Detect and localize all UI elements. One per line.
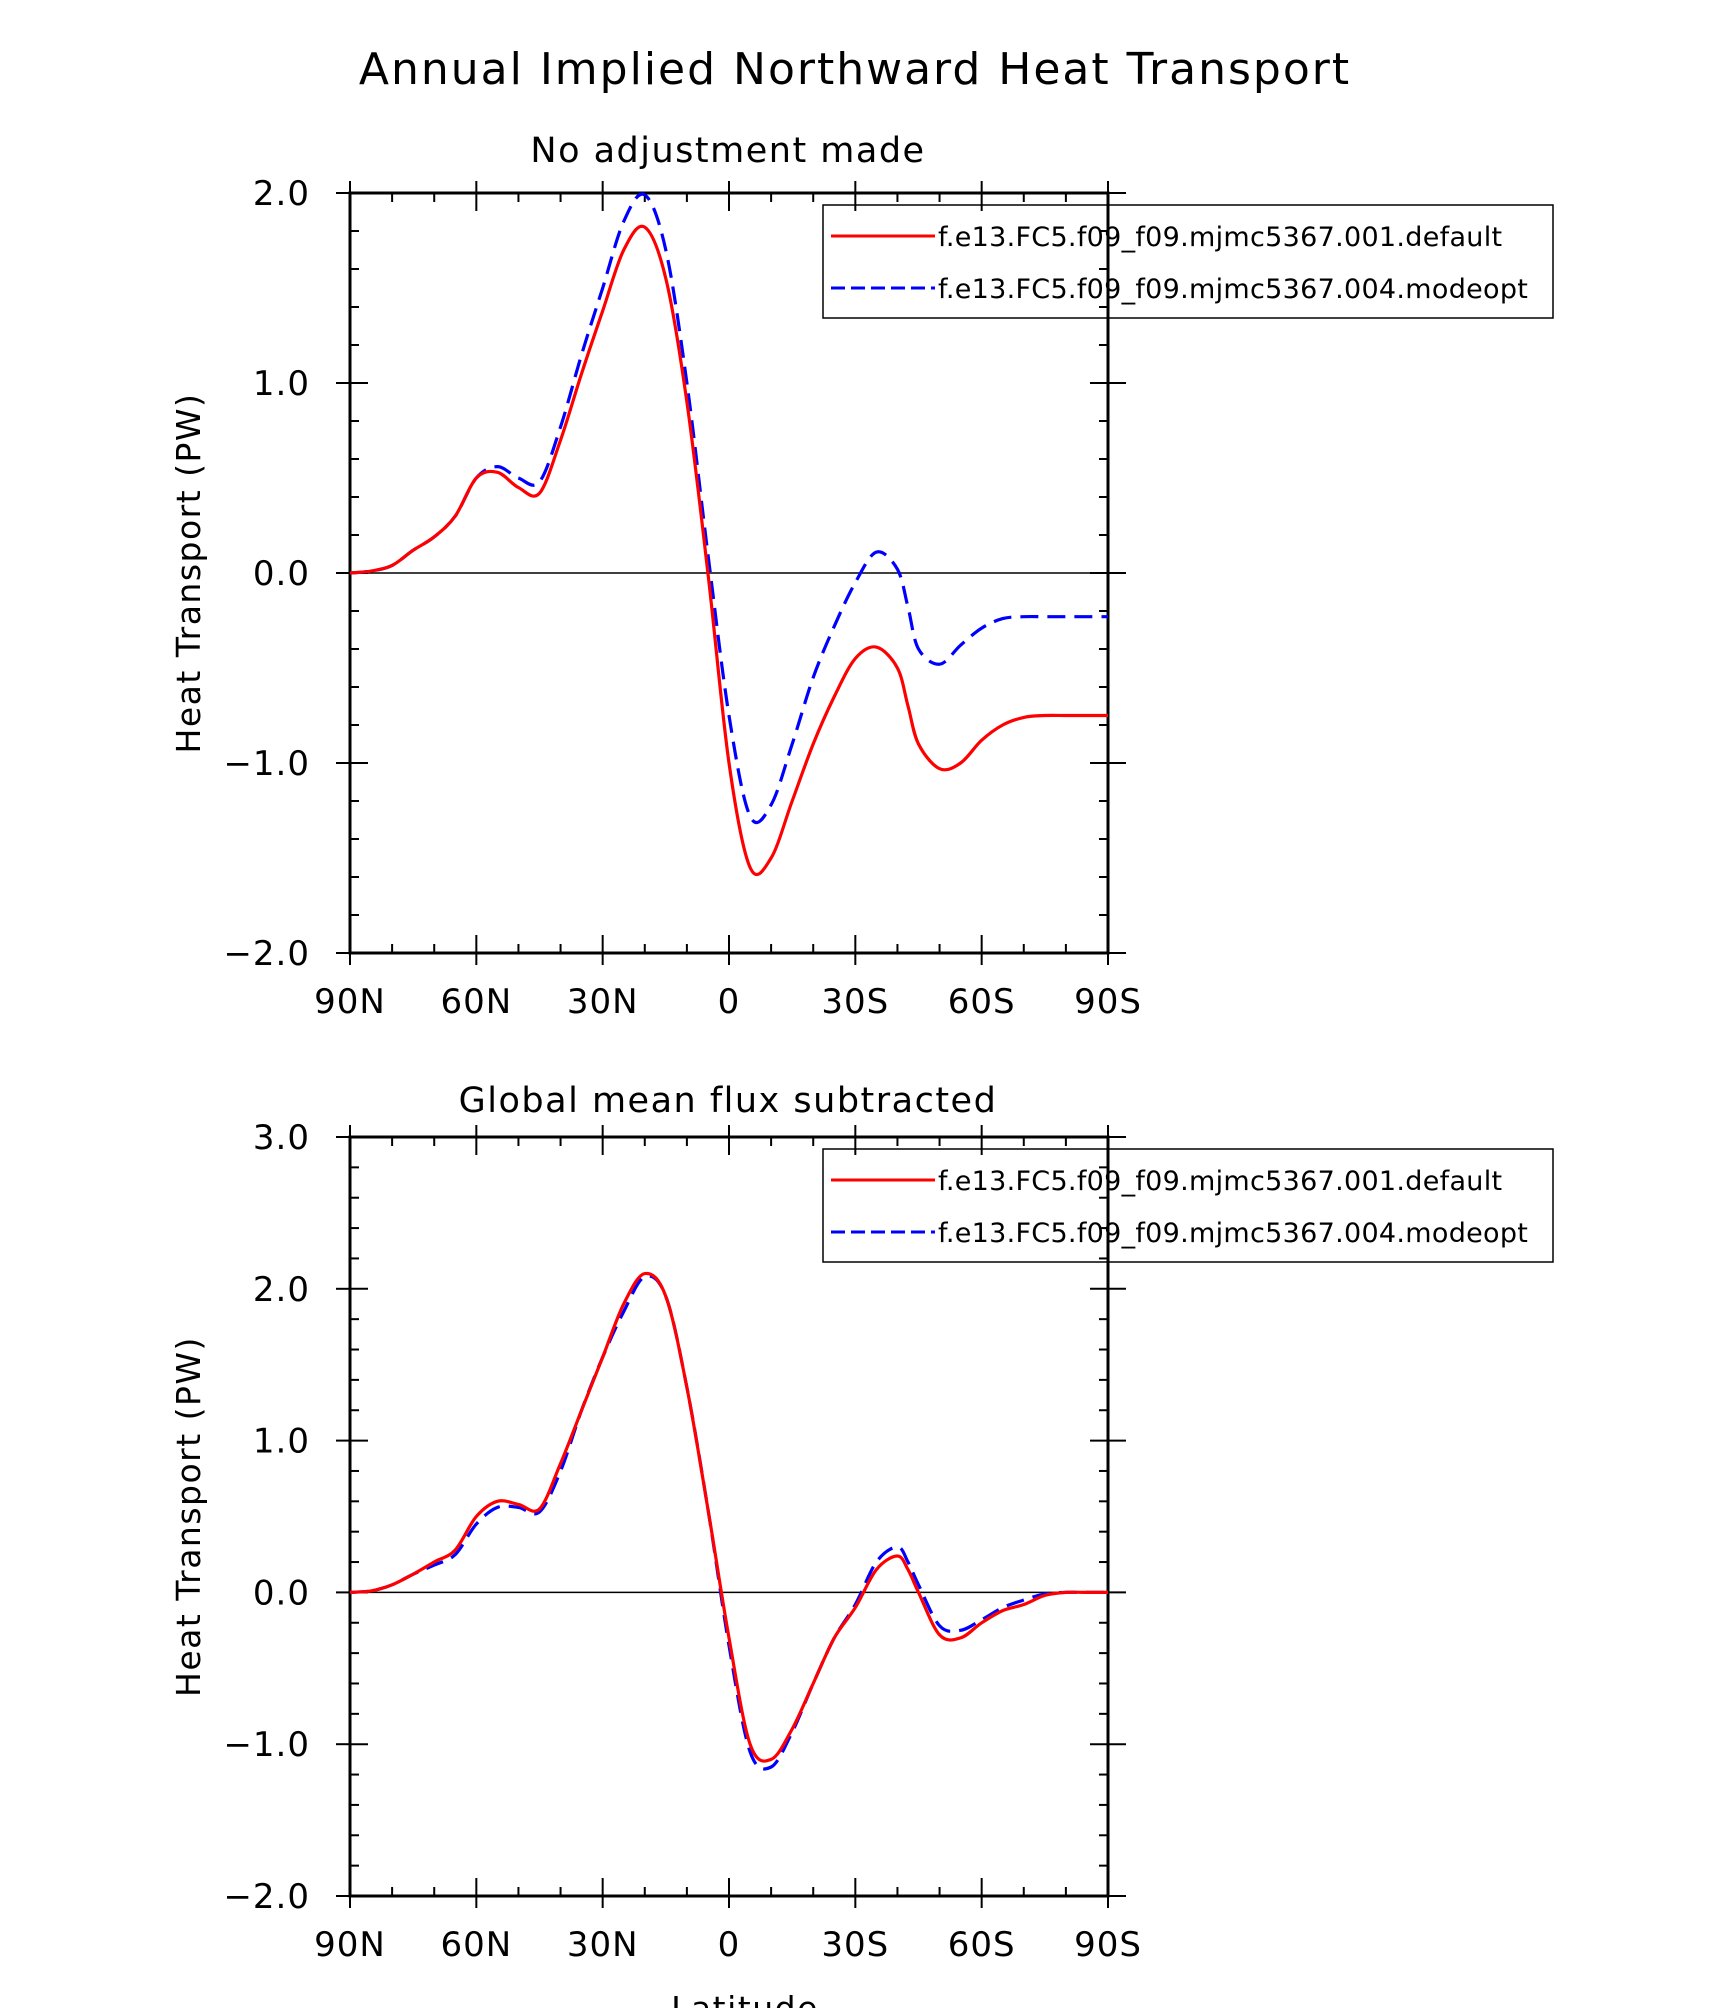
y-tick-label: 3.0 xyxy=(253,1118,310,1158)
y-tick-label: −1.0 xyxy=(223,1725,310,1765)
series-line-default xyxy=(349,224,1108,876)
legend-entry: f.e13.FC5.f09_f09.mjmc5367.004.modeopt xyxy=(938,1218,1528,1249)
y-tick-label: 0.0 xyxy=(253,554,310,594)
y-axis-label: Heat Transport (PW) xyxy=(169,393,208,754)
series-line-modeopt xyxy=(349,1274,1108,1771)
y-tick-label: 2.0 xyxy=(253,174,310,214)
y-axis-label: Heat Transport (PW) xyxy=(169,1336,208,1697)
figure-title: Annual Implied Northward Heat Transport xyxy=(359,44,1351,95)
x-tick-label: 60S xyxy=(948,982,1016,1022)
panel-title: No adjustment made xyxy=(530,131,925,171)
x-tick-label: 0 xyxy=(718,1925,741,1965)
panel-title: Global mean flux subtracted xyxy=(459,1081,998,1121)
x-axis-label: Latitude xyxy=(671,1989,819,2008)
y-tick-label: −2.0 xyxy=(223,1877,310,1917)
y-tick-label: 2.0 xyxy=(253,1270,310,1310)
x-tick-label: 90N xyxy=(314,982,386,1022)
legend-box xyxy=(822,1148,1554,1263)
x-tick-label: 90S xyxy=(1074,1925,1142,1965)
x-tick-label: 30S xyxy=(821,982,889,1022)
panel-global-mean-subtracted: Global mean flux subtracted 90N 60N 30N 0 30… xyxy=(169,1081,1554,2008)
y-tick-label: −2.0 xyxy=(223,934,310,974)
panel-no-adjustment: No adjustment made 90N 60N 30N 0 30S 60S 90S 2.… xyxy=(169,131,1554,1022)
x-tick-label: 0 xyxy=(718,982,741,1022)
y-tick-label: 0.0 xyxy=(253,1573,310,1613)
series-line-default xyxy=(349,1271,1108,1763)
legend-entry: f.e13.FC5.f09_f09.mjmc5367.001.default xyxy=(938,1166,1502,1197)
x-tick-label: 30N xyxy=(567,982,639,1022)
legend-box xyxy=(822,204,1554,319)
x-tick-label: 90N xyxy=(314,1925,386,1965)
x-tick-label: 60S xyxy=(948,1925,1016,1965)
x-tick-label: 30S xyxy=(821,1925,889,1965)
x-tick-label: 90S xyxy=(1074,982,1142,1022)
x-tick-label: 30N xyxy=(567,1925,639,1965)
y-tick-label: −1.0 xyxy=(223,744,310,784)
legend-entry: f.e13.FC5.f09_f09.mjmc5367.001.default xyxy=(938,222,1502,253)
y-tick-label: 1.0 xyxy=(253,364,310,404)
y-tick-label: 1.0 xyxy=(253,1422,310,1462)
x-tick-label: 60N xyxy=(440,982,512,1022)
x-tick-label: 60N xyxy=(440,1925,512,1965)
legend-entry: f.e13.FC5.f09_f09.mjmc5367.004.modeopt xyxy=(938,274,1528,305)
